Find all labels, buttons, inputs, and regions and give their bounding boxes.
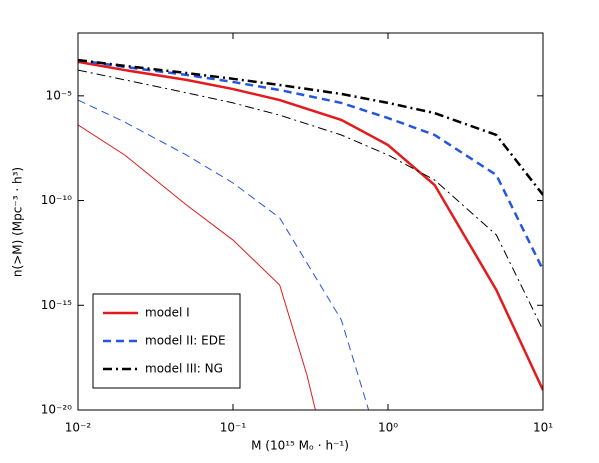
legend-label: model I	[145, 306, 190, 320]
y-tick-label: 10⁻⁵	[46, 88, 73, 102]
x-axis-label: M (10¹⁵ Mₒ · h⁻¹)	[251, 439, 349, 453]
series-line	[78, 124, 316, 410]
series-line	[78, 69, 543, 331]
series-line	[78, 60, 543, 391]
x-tick-label: 10⁻¹	[220, 421, 247, 435]
y-tick-label: 10⁻²⁰	[41, 403, 72, 417]
legend-label: model II: EDE	[145, 334, 226, 348]
y-axis-label: n(>M) (Mpc⁻³ · h³)	[11, 167, 25, 277]
x-tick-label: 10¹	[533, 421, 553, 435]
legend-label: model III: NG	[145, 362, 223, 376]
plot-frame	[77, 32, 544, 411]
series-line	[78, 99, 370, 410]
y-tick-label: 10⁻¹⁰	[41, 193, 72, 207]
y-tick-label: 10⁻¹⁵	[41, 298, 72, 312]
x-tick-label: 10⁻²	[65, 421, 92, 435]
x-tick-label: 10⁰	[378, 421, 398, 435]
series-line	[78, 58, 543, 271]
series-line	[78, 58, 543, 196]
